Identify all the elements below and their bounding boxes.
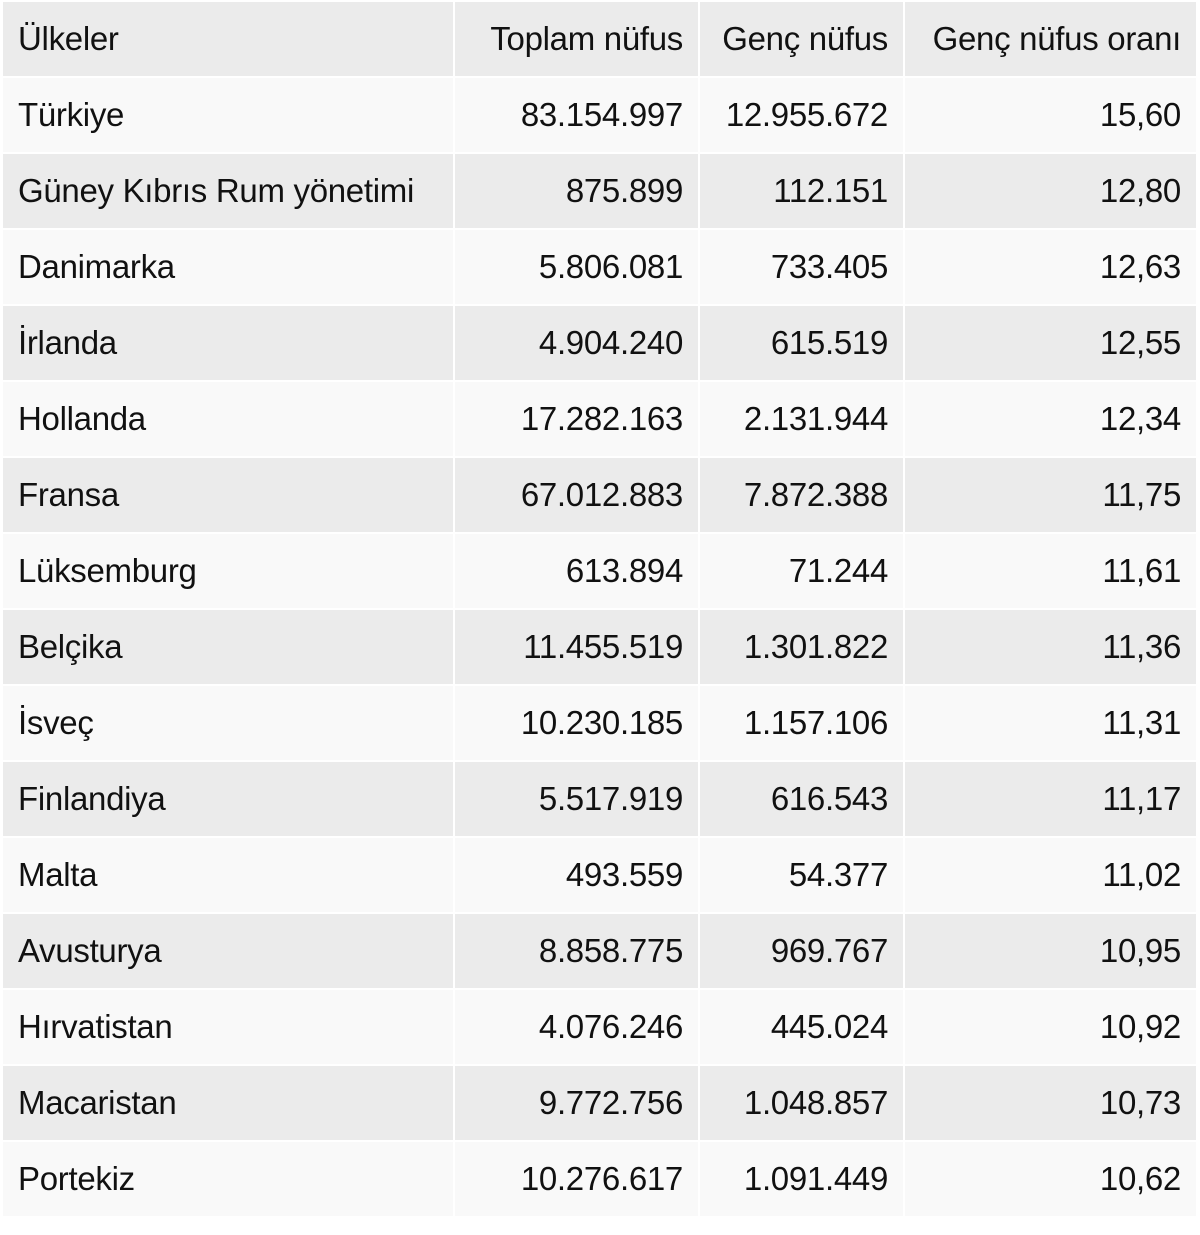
cell-total-population: 4.076.246 bbox=[455, 990, 698, 1064]
cell-total-population: 493.559 bbox=[455, 838, 698, 912]
cell-country: İrlanda bbox=[3, 306, 453, 380]
table-row: Macaristan 9.772.756 1.048.857 10,73 bbox=[3, 1066, 1196, 1140]
cell-total-population: 10.276.617 bbox=[455, 1142, 698, 1216]
cell-young-ratio: 11,36 bbox=[905, 610, 1196, 684]
cell-young-population: 1.301.822 bbox=[700, 610, 903, 684]
table-row: Lüksemburg 613.894 71.244 11,61 bbox=[3, 534, 1196, 608]
column-header-young-population[interactable]: Genç nüfus bbox=[700, 2, 903, 76]
cell-young-population: 969.767 bbox=[700, 914, 903, 988]
cell-young-ratio: 11,02 bbox=[905, 838, 1196, 912]
table-row: İrlanda 4.904.240 615.519 12,55 bbox=[3, 306, 1196, 380]
cell-young-population: 1.048.857 bbox=[700, 1066, 903, 1140]
cell-country: Belçika bbox=[3, 610, 453, 684]
cell-young-ratio: 11,75 bbox=[905, 458, 1196, 532]
table-row: Portekiz 10.276.617 1.091.449 10,62 bbox=[3, 1142, 1196, 1216]
table-header-row: Ülkeler Toplam nüfus Genç nüfus Genç nüf… bbox=[3, 2, 1196, 76]
cell-young-population: 616.543 bbox=[700, 762, 903, 836]
cell-total-population: 8.858.775 bbox=[455, 914, 698, 988]
cell-country: Hollanda bbox=[3, 382, 453, 456]
cell-young-ratio: 12,55 bbox=[905, 306, 1196, 380]
cell-young-ratio: 11,31 bbox=[905, 686, 1196, 760]
column-header-countries[interactable]: Ülkeler bbox=[3, 2, 453, 76]
cell-country: İsveç bbox=[3, 686, 453, 760]
cell-total-population: 17.282.163 bbox=[455, 382, 698, 456]
cell-young-ratio: 12,63 bbox=[905, 230, 1196, 304]
cell-young-population: 71.244 bbox=[700, 534, 903, 608]
cell-total-population: 83.154.997 bbox=[455, 78, 698, 152]
cell-total-population: 4.904.240 bbox=[455, 306, 698, 380]
cell-young-population: 615.519 bbox=[700, 306, 903, 380]
cell-total-population: 5.517.919 bbox=[455, 762, 698, 836]
cell-country: Danimarka bbox=[3, 230, 453, 304]
cell-young-population: 112.151 bbox=[700, 154, 903, 228]
table-row: İsveç 10.230.185 1.157.106 11,31 bbox=[3, 686, 1196, 760]
cell-total-population: 10.230.185 bbox=[455, 686, 698, 760]
cell-young-ratio: 10,92 bbox=[905, 990, 1196, 1064]
cell-country: Portekiz bbox=[3, 1142, 453, 1216]
cell-total-population: 9.772.756 bbox=[455, 1066, 698, 1140]
cell-young-population: 445.024 bbox=[700, 990, 903, 1064]
cell-young-ratio: 10,95 bbox=[905, 914, 1196, 988]
cell-young-population: 54.377 bbox=[700, 838, 903, 912]
cell-young-ratio: 11,17 bbox=[905, 762, 1196, 836]
population-table-container: Ülkeler Toplam nüfus Genç nüfus Genç nüf… bbox=[3, 2, 1198, 1218]
cell-total-population: 67.012.883 bbox=[455, 458, 698, 532]
cell-country: Hırvatistan bbox=[3, 990, 453, 1064]
cell-young-ratio: 12,34 bbox=[905, 382, 1196, 456]
cell-young-population: 1.091.449 bbox=[700, 1142, 903, 1216]
cell-total-population: 613.894 bbox=[455, 534, 698, 608]
cell-young-ratio: 15,60 bbox=[905, 78, 1196, 152]
table-row: Türkiye 83.154.997 12.955.672 15,60 bbox=[3, 78, 1196, 152]
column-header-total-population[interactable]: Toplam nüfus bbox=[455, 2, 698, 76]
table-row: Danimarka 5.806.081 733.405 12,63 bbox=[3, 230, 1196, 304]
table-row: Hollanda 17.282.163 2.131.944 12,34 bbox=[3, 382, 1196, 456]
cell-young-population: 7.872.388 bbox=[700, 458, 903, 532]
cell-young-ratio: 10,62 bbox=[905, 1142, 1196, 1216]
cell-total-population: 875.899 bbox=[455, 154, 698, 228]
table-row: Güney Kıbrıs Rum yönetimi 875.899 112.15… bbox=[3, 154, 1196, 228]
cell-country: Lüksemburg bbox=[3, 534, 453, 608]
table-row: Avusturya 8.858.775 969.767 10,95 bbox=[3, 914, 1196, 988]
cell-young-ratio: 11,61 bbox=[905, 534, 1196, 608]
table-row: Fransa 67.012.883 7.872.388 11,75 bbox=[3, 458, 1196, 532]
table-row: Hırvatistan 4.076.246 445.024 10,92 bbox=[3, 990, 1196, 1064]
cell-country: Finlandiya bbox=[3, 762, 453, 836]
cell-country: Türkiye bbox=[3, 78, 453, 152]
cell-total-population: 5.806.081 bbox=[455, 230, 698, 304]
cell-young-population: 2.131.944 bbox=[700, 382, 903, 456]
cell-country: Güney Kıbrıs Rum yönetimi bbox=[3, 154, 453, 228]
cell-country: Fransa bbox=[3, 458, 453, 532]
cell-young-population: 12.955.672 bbox=[700, 78, 903, 152]
cell-country: Macaristan bbox=[3, 1066, 453, 1140]
column-header-young-ratio[interactable]: Genç nüfus oranı bbox=[905, 2, 1196, 76]
cell-young-population: 1.157.106 bbox=[700, 686, 903, 760]
cell-young-ratio: 12,80 bbox=[905, 154, 1196, 228]
table-row: Belçika 11.455.519 1.301.822 11,36 bbox=[3, 610, 1196, 684]
cell-total-population: 11.455.519 bbox=[455, 610, 698, 684]
cell-young-population: 733.405 bbox=[700, 230, 903, 304]
cell-country: Malta bbox=[3, 838, 453, 912]
table-row: Finlandiya 5.517.919 616.543 11,17 bbox=[3, 762, 1196, 836]
cell-country: Avusturya bbox=[3, 914, 453, 988]
cell-young-ratio: 10,73 bbox=[905, 1066, 1196, 1140]
table-row: Malta 493.559 54.377 11,02 bbox=[3, 838, 1196, 912]
